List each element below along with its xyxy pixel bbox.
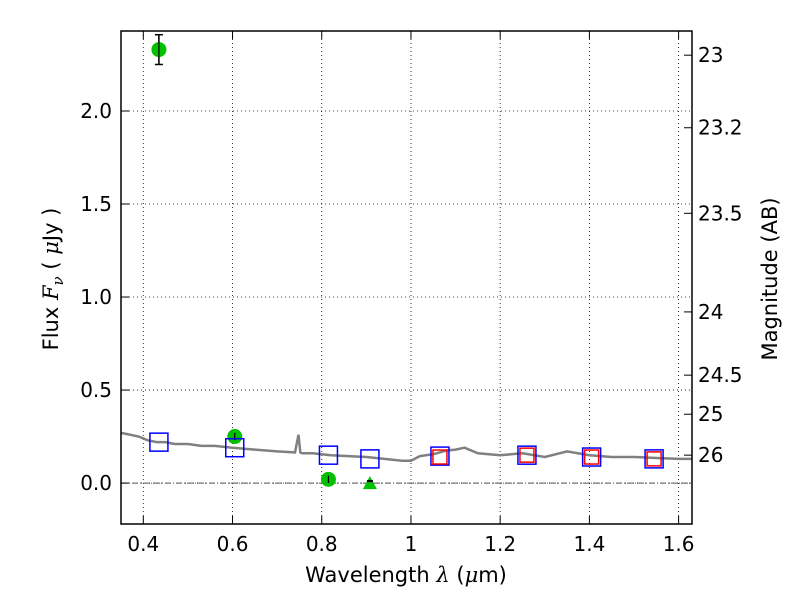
upper-limit-triangle bbox=[362, 476, 377, 490]
right-tick-label: 24.5 bbox=[698, 363, 743, 387]
model-blue-square bbox=[581, 447, 602, 467]
y-tick-label: 0.0 bbox=[80, 471, 112, 495]
x-tick-label: 1 bbox=[405, 532, 418, 556]
model-blue-square bbox=[644, 449, 664, 469]
x-tick-label: 0.8 bbox=[306, 532, 338, 556]
spectrum-line bbox=[120, 431, 692, 462]
y-tick-label: 1.0 bbox=[80, 285, 112, 309]
model-blue-square bbox=[225, 437, 245, 458]
y-tick-label: 1.5 bbox=[80, 192, 112, 216]
y-tick-label: 2.0 bbox=[80, 99, 112, 123]
ticks: 0.4 0.6 0.8 1 1.2 1.4 1.6 0.0 0.5 1.0 1.5 2.0 23 23.2… bbox=[80, 31, 743, 556]
right-axis-label: Magnitude (AB) bbox=[758, 197, 782, 360]
x-tick-label: 1.4 bbox=[573, 532, 605, 556]
model-red-square bbox=[646, 451, 662, 467]
model-red-square bbox=[432, 449, 448, 465]
model-blue-square bbox=[430, 446, 450, 466]
right-tick-label: 26 bbox=[698, 443, 723, 467]
y-tick-label: 0.5 bbox=[80, 378, 112, 402]
model-red-square bbox=[583, 449, 600, 465]
marks-layer bbox=[149, 33, 664, 490]
spectrum-layer bbox=[120, 431, 692, 462]
plot-frame bbox=[120, 30, 693, 525]
x-tick-label: 0.4 bbox=[127, 532, 159, 556]
right-tick-label: 25 bbox=[698, 402, 723, 426]
model-red-square bbox=[519, 447, 535, 463]
model-blue-square bbox=[318, 445, 339, 465]
x-tick-label: 0.6 bbox=[217, 532, 249, 556]
model-blue-square bbox=[360, 449, 380, 469]
model-blue-square bbox=[149, 432, 169, 452]
right-tick-label: 23.5 bbox=[698, 201, 743, 225]
y-axis-label: Flux Fν ( μJy ) bbox=[39, 208, 67, 351]
right-tick-label: 24 bbox=[698, 300, 723, 324]
grid bbox=[121, 31, 692, 524]
x-axis-label: Wavelength λ (μm) bbox=[305, 563, 507, 587]
model-blue-square bbox=[517, 445, 537, 465]
x-tick-label: 1.6 bbox=[663, 532, 695, 556]
right-tick-label: 23 bbox=[698, 43, 723, 67]
right-tick-label: 23.2 bbox=[698, 116, 743, 140]
x-tick-label: 1.2 bbox=[484, 532, 516, 556]
